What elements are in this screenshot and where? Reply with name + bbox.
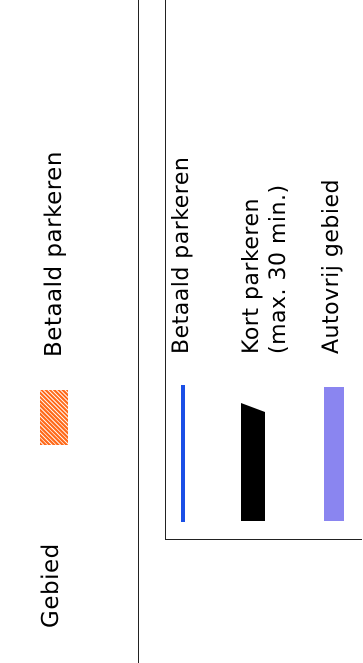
gebied-label: Gebied	[38, 543, 64, 628]
legend-autovrij-gebied-label: Autovrij gebied	[319, 179, 344, 354]
autovrij-gebied-symbol	[324, 387, 344, 521]
betaald-parkeren-top-label: Betaald parkeren	[41, 151, 67, 357]
betaald-parkeren-line-symbol	[181, 385, 185, 522]
legend-kort-parkeren-label: Kort parkeren	[239, 198, 264, 354]
divider-line	[138, 0, 139, 663]
legend-kort-parkeren-sublabel: (max. 30 min.)	[266, 184, 291, 354]
legend-betaald-parkeren-label: Betaald parkeren	[169, 156, 194, 354]
hatch-swatch	[40, 390, 68, 445]
legend-box	[165, 0, 362, 540]
kort-parkeren-symbol	[241, 403, 265, 521]
